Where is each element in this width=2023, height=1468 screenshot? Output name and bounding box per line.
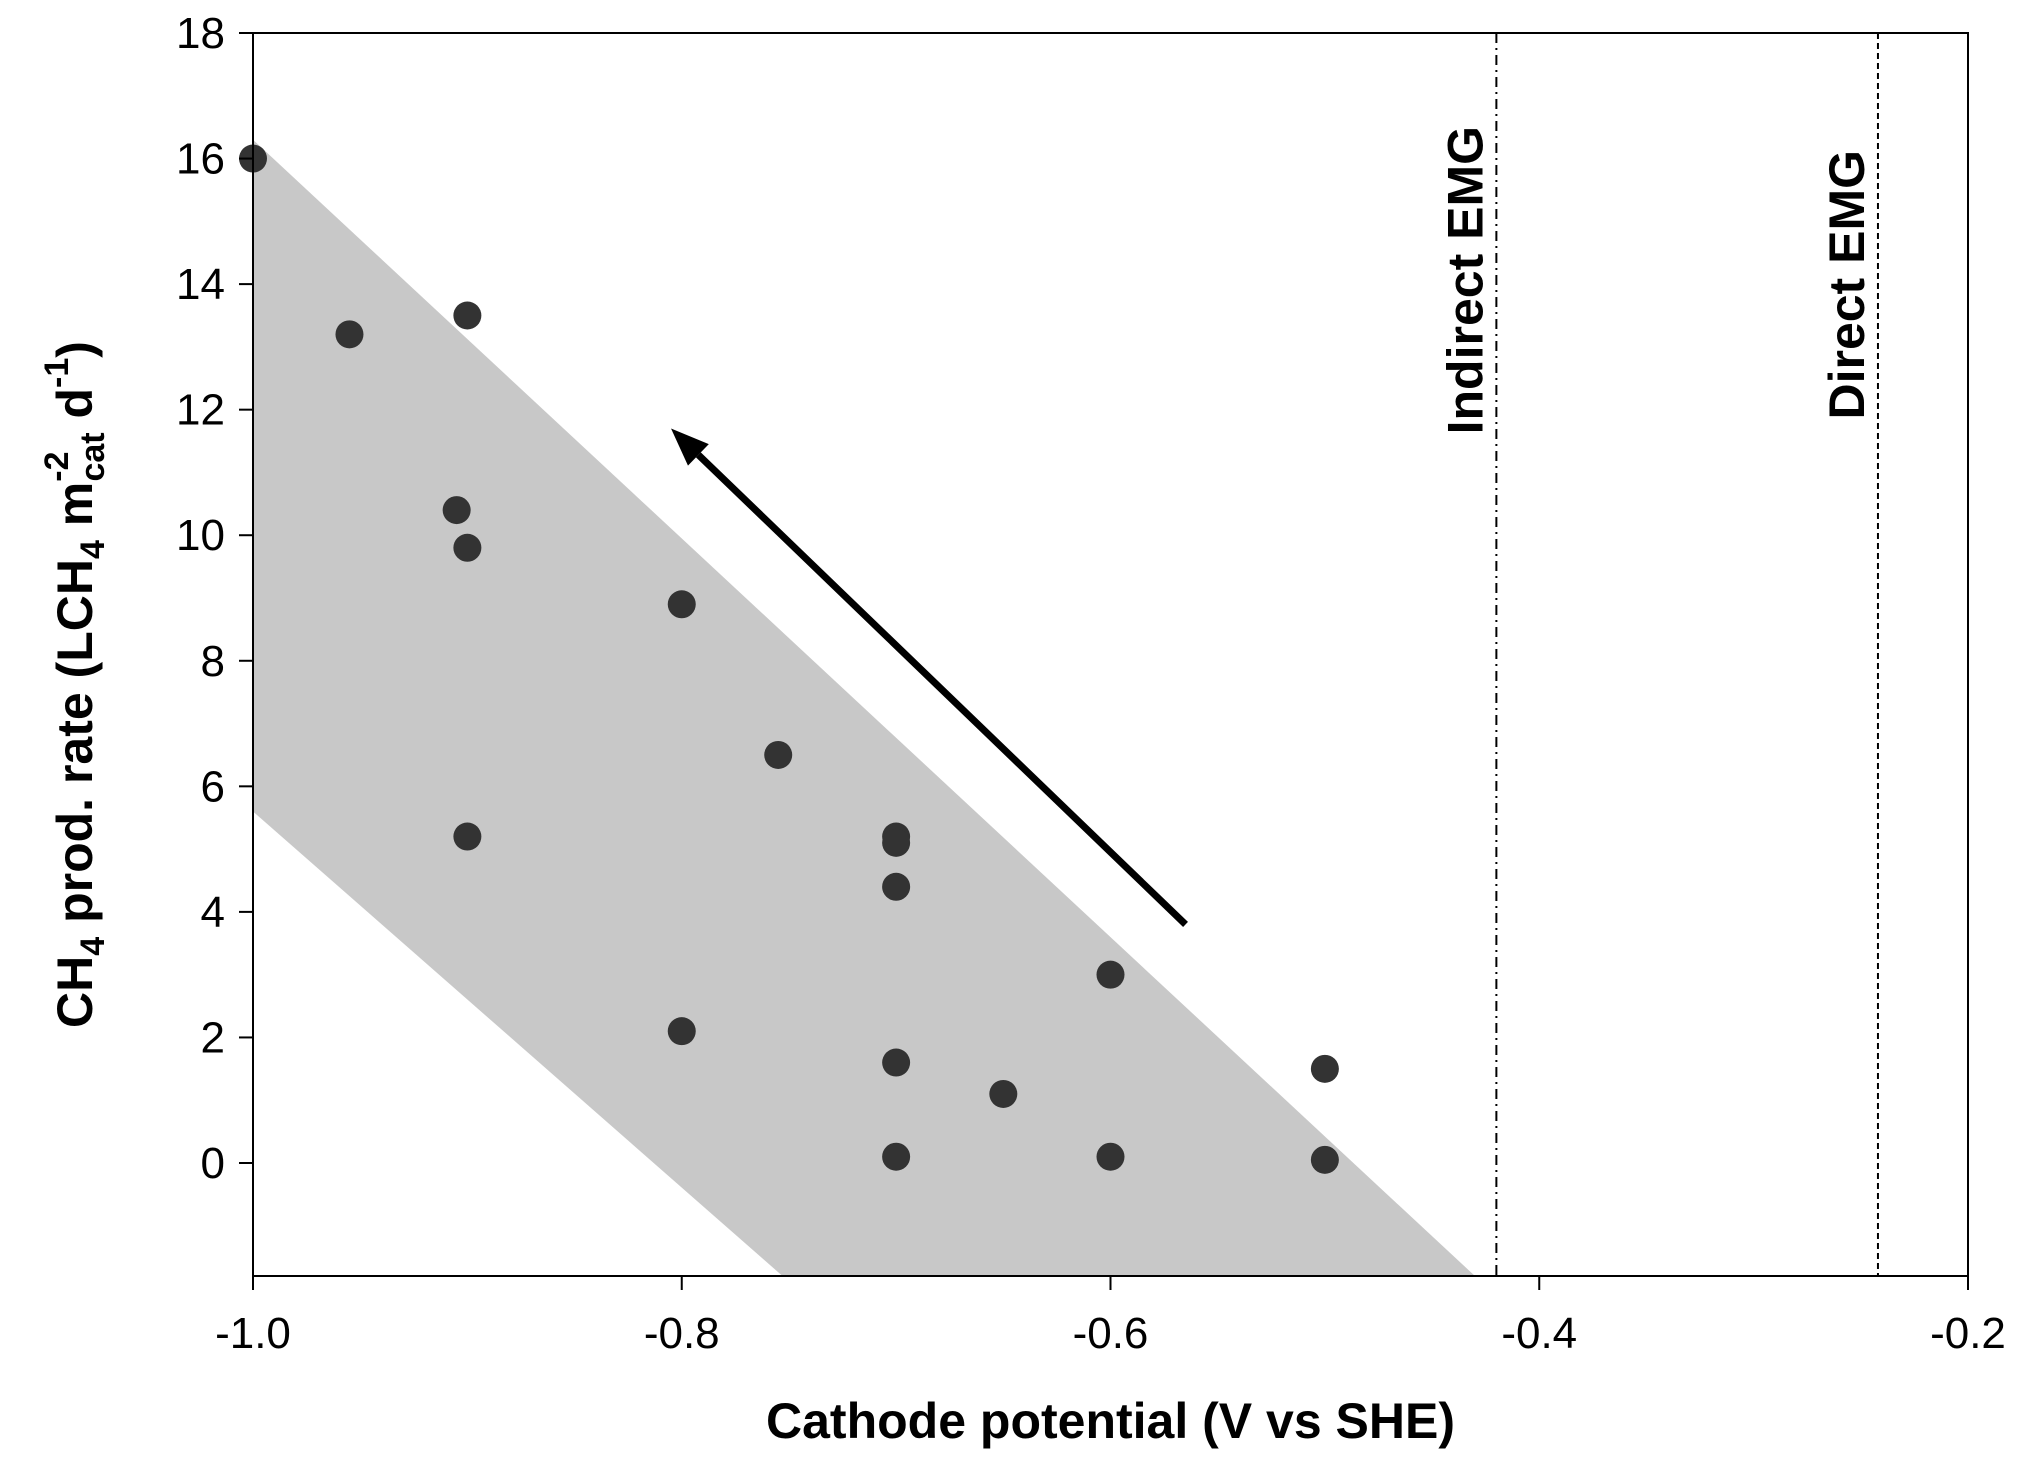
data-point — [1311, 1146, 1339, 1174]
data-point — [1311, 1055, 1339, 1083]
shaded-band — [253, 140, 1475, 1276]
y-tick-label: 2 — [201, 1013, 225, 1062]
x-axis-ticks: -1.0 -0.8 -0.6 -0.4 -0.2 — [215, 1276, 2006, 1358]
ylabel-sup-d: -1 — [38, 358, 76, 388]
data-point — [453, 823, 481, 851]
ylabel-sup-c: -2 — [38, 452, 76, 482]
data-point — [443, 496, 471, 524]
y-tick-label: 14 — [176, 260, 225, 309]
data-point — [989, 1080, 1017, 1108]
y-axis-ticks: 0 2 4 6 8 10 12 14 16 18 — [176, 9, 253, 1188]
data-point — [882, 873, 910, 901]
data-point — [453, 534, 481, 562]
y-axis-title: CH4 prod. rate (LCH4 m-2cat d-1) — [38, 341, 112, 1028]
ylabel-part-b: prod. rate (LCH — [47, 559, 103, 937]
y-tick-label: 6 — [201, 762, 225, 811]
y-tick-label: 10 — [176, 511, 225, 560]
y-tick-label: 16 — [176, 135, 225, 184]
ylabel-part-d: d — [47, 388, 103, 432]
y-tick-label: 0 — [201, 1139, 225, 1188]
y-tick-label: 8 — [201, 637, 225, 686]
x-tick-label: -0.4 — [1501, 1309, 1577, 1358]
reference-line-label: Indirect EMG — [1437, 126, 1493, 434]
ylabel-part-a: CH — [47, 956, 103, 1028]
y-tick-label: 4 — [201, 888, 225, 937]
chart: Indirect EMG Direct EMG -1.0 -0.8 -0.6 -0.4-… — [0, 0, 2023, 1468]
data-point — [1097, 1143, 1125, 1171]
y-tick-label: 12 — [176, 386, 225, 435]
ylabel-part-c: m — [47, 482, 103, 540]
y-tick-label: 18 — [176, 9, 225, 58]
ylabel-sub-a: 4 — [74, 937, 112, 956]
x-axis-title: Cathode potential (V vs SHE) — [766, 1393, 1455, 1449]
reference-line-label: Direct EMG — [1819, 150, 1875, 420]
data-point — [882, 1049, 910, 1077]
data-point — [453, 302, 481, 330]
x-tick-label: -0.8 — [644, 1309, 720, 1358]
ylabel-sub-b: 4 — [74, 540, 112, 559]
x-tick-label: -0.2 — [1930, 1309, 2006, 1358]
data-point — [764, 741, 792, 769]
data-point — [882, 1143, 910, 1171]
data-point — [882, 829, 910, 857]
ylabel-part-e: ) — [47, 341, 103, 358]
x-tick-label: -0.6 — [1073, 1309, 1149, 1358]
ylabel-sub-c: cat — [74, 432, 112, 481]
data-point — [668, 1017, 696, 1045]
data-point — [335, 320, 363, 348]
data-point — [668, 590, 696, 618]
data-point — [1097, 961, 1125, 989]
x-tick-label: -1.0 — [215, 1309, 291, 1358]
reference-lines: Indirect EMG Direct EMG — [1437, 33, 1878, 1276]
